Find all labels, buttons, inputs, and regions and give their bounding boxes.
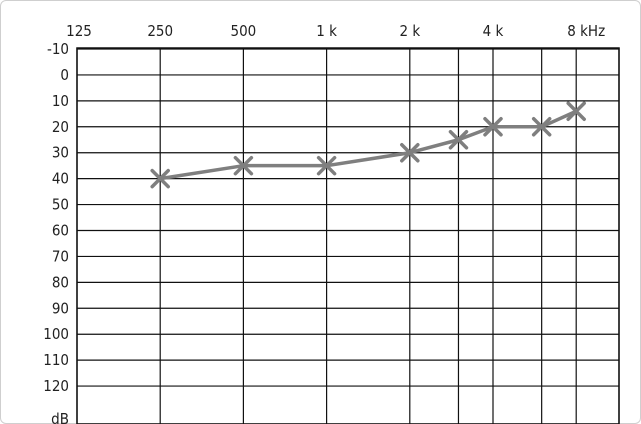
y-tick-label: 10: [52, 92, 69, 110]
y-tick-label: 30: [52, 144, 69, 162]
x-tick-label: 2 k: [399, 22, 420, 40]
x-tick-label: 250: [147, 22, 173, 40]
y-tick-label: -10: [47, 40, 69, 58]
y-tick-label: 60: [52, 222, 69, 240]
y-tick-label: 0: [60, 66, 69, 84]
y-tick-label: 40: [52, 170, 69, 188]
x-marker: [316, 155, 337, 176]
plot-border: [76, 47, 620, 424]
y-tick-label: 110: [43, 351, 69, 369]
y-tick-label: 120: [43, 377, 69, 395]
x-tick-label: 8 kHz: [567, 22, 605, 40]
y-tick-label: 50: [52, 196, 69, 214]
y-tick-label: 90: [52, 299, 69, 317]
x-marker: [531, 117, 552, 137]
x-marker: [566, 101, 586, 121]
x-marker: [150, 168, 170, 189]
y-tick-label: 20: [52, 118, 69, 136]
x-marker: [448, 130, 469, 150]
y-tick-label: 100: [43, 325, 69, 343]
y-tick-label: 80: [52, 273, 69, 291]
x-marker: [483, 117, 503, 137]
x-marker: [400, 142, 420, 163]
x-marker: [233, 155, 254, 176]
x-tick-label: 1 k: [316, 22, 337, 40]
threshold-line: [158, 109, 578, 181]
x-tick-label: 125: [66, 22, 92, 40]
y-unit-label: dB: [51, 410, 69, 424]
y-tick-label: 70: [52, 247, 69, 265]
x-tick-label: 4 k: [483, 22, 504, 40]
x-tick-label: 500: [231, 22, 257, 40]
